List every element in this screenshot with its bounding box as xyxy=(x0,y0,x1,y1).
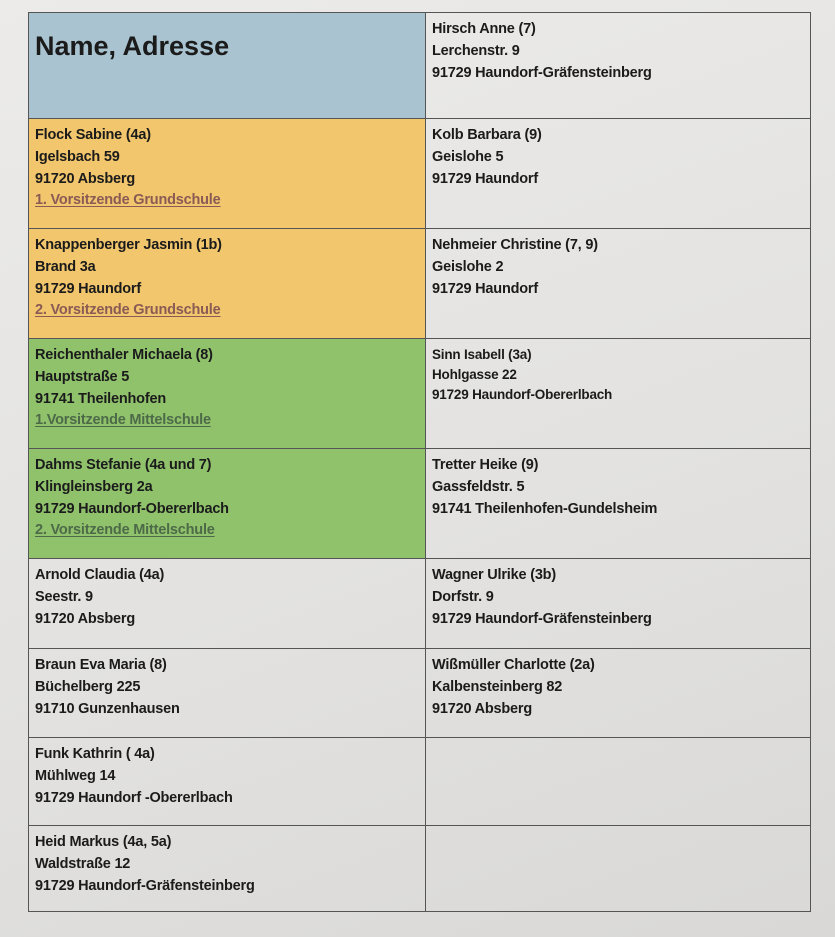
contact-cell: Nehmeier Christine (7, 9) Geislohe 2 91729… xyxy=(426,229,811,339)
table-row: Reichenthaler Michaela (8) Hauptstraße 5 9… xyxy=(29,339,811,449)
contact-city: 91741 Theilenhofen xyxy=(35,390,166,407)
contact-cell: Arnold Claudia (4a) Seestr. 9 91720 Absber… xyxy=(29,559,426,649)
table-row: Arnold Claudia (4a) Seestr. 9 91720 Absber… xyxy=(29,559,811,649)
contact-name: Reichenthaler Michaela (8) xyxy=(35,347,213,363)
contact-cell: Heid Markus (4a, 5a) Waldstraße 12 91729 H… xyxy=(29,826,426,912)
contact-cell: Dahms Stefanie (4a und 7) Klingleinsberg … xyxy=(29,449,426,559)
contact-city: 91720 Absberg xyxy=(35,170,136,187)
header-cell: Name, Adresse xyxy=(29,13,426,119)
contact-cell: Sinn Isabell (3a) Hohlgasse 22 91729 Haund… xyxy=(426,339,811,449)
table-heading: Name, Adresse xyxy=(35,31,230,61)
contact-name: Funk Kathrin ( 4a) xyxy=(35,746,155,762)
contact-name: Heid Markus (4a, 5a) xyxy=(35,834,172,850)
contact-city: 91729 Haundorf-Obererlbach xyxy=(432,387,613,402)
address-table: Name, Adresse Hirsch Anne (7) Lerchenstr. … xyxy=(28,12,811,912)
contact-street: Geislohe 2 xyxy=(432,258,504,275)
contact-cell: Kolb Barbara (9) Geislohe 5 91729 Haundorf xyxy=(426,119,811,229)
contact-cell: Funk Kathrin ( 4a) Mühlweg 14 91729 Haundo… xyxy=(29,738,426,826)
contact-city: 91741 Theilenhofen-Gundelsheim xyxy=(432,500,658,517)
contact-city: 91729 Haundorf-Gräfensteinberg xyxy=(35,877,255,894)
contact-city: 91720 Absberg xyxy=(432,700,533,717)
contact-city: 91710 Gunzenhausen xyxy=(35,700,180,717)
contact-cell: Wißmüller Charlotte (2a) Kalbensteinberg … xyxy=(426,649,811,738)
contact-name: Flock Sabine (4a) xyxy=(35,127,151,143)
contact-cell: Hirsch Anne (7) Lerchenstr. 9 91729 Haundo… xyxy=(426,13,811,119)
table-row: Heid Markus (4a, 5a) Waldstraße 12 91729 H… xyxy=(29,826,811,912)
contact-cell: Tretter Heike (9) Gassfeldstr. 5 91741 The… xyxy=(426,449,811,559)
table-row: Knappenberger Jasmin (1b) Brand 3a 91729 H… xyxy=(29,229,811,339)
contact-city: 91729 Haundorf xyxy=(35,280,141,297)
contact-street: Gassfeldstr. 5 xyxy=(432,478,525,495)
contact-street: Mühlweg 14 xyxy=(35,767,116,784)
contact-cell: Reichenthaler Michaela (8) Hauptstraße 5 9… xyxy=(29,339,426,449)
contact-name: Nehmeier Christine (7, 9) xyxy=(432,237,598,253)
contact-name: Wagner Ulrike (3b) xyxy=(432,567,556,583)
contact-name: Tretter Heike (9) xyxy=(432,457,539,473)
contact-street: Dorfstr. 9 xyxy=(432,588,494,605)
contact-name: Braun Eva Maria (8) xyxy=(35,657,167,673)
contact-street: Büchelberg 225 xyxy=(35,678,141,695)
contact-street: Waldstraße 12 xyxy=(35,855,131,872)
contact-cell: Knappenberger Jasmin (1b) Brand 3a 91729 H… xyxy=(29,229,426,339)
table-row: Braun Eva Maria (8) Büchelberg 225 91710 G… xyxy=(29,649,811,738)
contact-city: 91729 Haundorf xyxy=(432,170,538,187)
contact-role: 2. Vorsitzende Grundschule xyxy=(35,302,221,319)
contact-street: Seestr. 9 xyxy=(35,588,93,605)
contact-name: Dahms Stefanie (4a und 7) xyxy=(35,457,212,473)
contact-street: Hauptstraße 5 xyxy=(35,368,130,385)
contact-cell: Wagner Ulrike (3b) Dorfstr. 9 91729 Haundo… xyxy=(426,559,811,649)
contact-street: Brand 3a xyxy=(35,258,96,275)
table-row: Dahms Stefanie (4a und 7) Klingleinsberg … xyxy=(29,449,811,559)
contact-city: 91729 Haundorf -Obererlbach xyxy=(35,789,233,806)
contact-role: 1. Vorsitzende Grundschule xyxy=(35,192,221,209)
contact-cell: Flock Sabine (4a) Igelsbach 59 91720 Absbe… xyxy=(29,119,426,229)
table-row: Flock Sabine (4a) Igelsbach 59 91720 Absbe… xyxy=(29,119,811,229)
empty-cell xyxy=(426,826,811,912)
contact-city: 91729 Haundorf-Gräfensteinberg xyxy=(432,610,652,627)
contact-city: 91729 Haundorf xyxy=(432,280,538,297)
contact-role: 1.Vorsitzende Mittelschule xyxy=(35,412,211,429)
table-row: Funk Kathrin ( 4a) Mühlweg 14 91729 Haundo… xyxy=(29,738,811,826)
contact-cell: Braun Eva Maria (8) Büchelberg 225 91710 G… xyxy=(29,649,426,738)
contact-street: Klingleinsberg 2a xyxy=(35,478,153,495)
table-row: Name, Adresse Hirsch Anne (7) Lerchenstr. … xyxy=(29,13,811,119)
empty-cell xyxy=(426,738,811,826)
contact-name: Wißmüller Charlotte (2a) xyxy=(432,657,595,673)
contact-name: Sinn Isabell (3a) xyxy=(432,347,532,362)
contact-name: Knappenberger Jasmin (1b) xyxy=(35,237,222,253)
contact-name: Kolb Barbara (9) xyxy=(432,127,542,143)
contact-role: 2. Vorsitzende Mittelschule xyxy=(35,522,215,539)
contact-street: Hohlgasse 22 xyxy=(432,367,517,382)
contact-name: Hirsch Anne (7) xyxy=(432,21,536,37)
contact-street: Geislohe 5 xyxy=(432,148,504,165)
contact-street: Igelsbach 59 xyxy=(35,148,120,165)
contact-street: Lerchenstr. 9 xyxy=(432,42,520,59)
contact-city: 91729 Haundorf-Gräfensteinberg xyxy=(432,64,652,81)
contact-name: Arnold Claudia (4a) xyxy=(35,567,165,583)
contact-street: Kalbensteinberg 82 xyxy=(432,678,563,695)
contact-city: 91720 Absberg xyxy=(35,610,136,627)
contact-city: 91729 Haundorf-Obererlbach xyxy=(35,500,229,517)
